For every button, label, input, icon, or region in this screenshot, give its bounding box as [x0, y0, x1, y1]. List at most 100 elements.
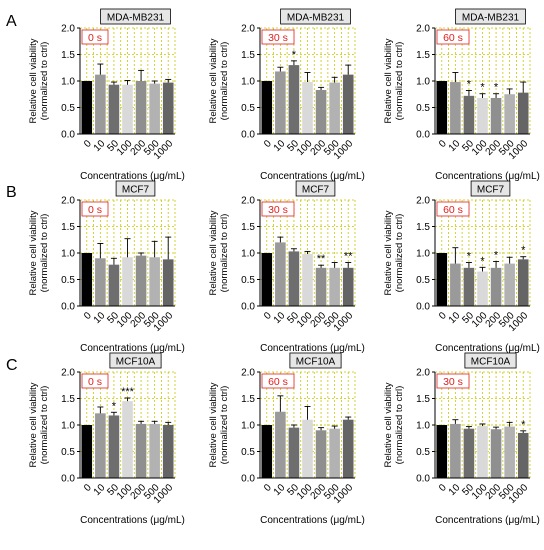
- y-tick-label: 2.0: [416, 24, 430, 35]
- bar-50: [288, 427, 300, 478]
- bar-200: [135, 255, 147, 306]
- y-tick-label: 1.0: [416, 77, 430, 88]
- significance-label: *: [467, 79, 472, 91]
- bar-500: [329, 428, 340, 478]
- bar-10: [275, 242, 286, 306]
- bar-200: [315, 430, 327, 478]
- time-label-box: [81, 29, 109, 45]
- chart-title-box: [100, 8, 171, 25]
- y-axis-title-line2: (normalized to ctrl): [219, 42, 230, 121]
- time-label-box: [261, 201, 295, 217]
- x-axis-title: Concentrations (μg/mL): [80, 515, 185, 526]
- x-axis-title: Concentrations (μg/mL): [435, 343, 540, 354]
- bar-1000: [517, 259, 529, 306]
- bar-50: [463, 428, 475, 478]
- time-label: 30 s: [443, 376, 463, 388]
- y-tick-label: 1.0: [416, 421, 430, 432]
- bar-50: [288, 251, 300, 306]
- chart-title: MDA-MB231: [462, 13, 520, 24]
- bar-500: [504, 426, 515, 478]
- y-axis-title-line2: (normalized to ctrl): [39, 42, 50, 121]
- chart-title: MCF7: [302, 185, 330, 196]
- x-axis-title: Concentrations (μg/mL): [435, 171, 540, 182]
- x-tick-label: 0: [437, 310, 449, 322]
- time-label-box: [261, 373, 295, 389]
- y-tick-label: 1.5: [61, 50, 75, 61]
- significance-label: **: [317, 253, 326, 265]
- chart-title-box: [289, 352, 342, 369]
- time-label-box: [436, 201, 470, 217]
- time-label: 30 s: [268, 204, 288, 216]
- y-axis-title-line1: Relative cell viability: [383, 210, 394, 295]
- bar-10: [95, 413, 106, 478]
- time-label: 0 s: [88, 32, 102, 44]
- bar-0: [81, 81, 93, 134]
- significance-label: *: [480, 255, 485, 267]
- y-tick-label: 0.0: [241, 130, 255, 141]
- bar-1000: [342, 267, 354, 306]
- y-tick-label: 0.5: [416, 447, 430, 458]
- bar-1000: [162, 82, 174, 134]
- time-label: 30 s: [268, 32, 288, 44]
- panel-letter-b: B: [6, 184, 17, 201]
- bar-100: [477, 426, 488, 478]
- bar-200: [490, 267, 502, 306]
- x-tick-label: 0: [82, 310, 94, 322]
- y-axis-title-line2: (normalized to ctrl): [39, 214, 50, 293]
- bar-100: [477, 271, 488, 306]
- y-tick-label: 1.0: [241, 421, 255, 432]
- chart-panel-1: 0.00.51.01.52.0010501002005001000Concent…: [28, 8, 185, 182]
- chart-title-box: [470, 180, 511, 197]
- significance-label: **: [344, 251, 353, 263]
- charts-group: 0.00.51.01.52.0010501002005001000Concent…: [28, 8, 540, 526]
- y-tick-label: 1.0: [61, 249, 75, 260]
- y-axis-title-line1: Relative cell viability: [208, 38, 219, 123]
- y-tick-label: 0.0: [416, 474, 430, 485]
- y-tick-label: 1.5: [416, 222, 430, 233]
- x-axis-title: Concentrations (μg/mL): [435, 515, 540, 526]
- y-axis-title-line2: (normalized to ctrl): [39, 386, 50, 465]
- bar-200: [135, 81, 147, 134]
- bar-500: [504, 263, 515, 306]
- time-label-box: [436, 373, 470, 389]
- bar-1000: [162, 259, 174, 306]
- bar-100: [477, 97, 488, 134]
- bar-1000: [342, 74, 354, 134]
- x-tick-label: 0: [262, 482, 274, 494]
- y-tick-label: 0.0: [241, 302, 255, 313]
- chart-panel-2: *0.00.51.01.52.0010501002005001000Concen…: [208, 8, 365, 182]
- y-tick-label: 0.5: [416, 275, 430, 286]
- y-axis-title-line2: (normalized to ctrl): [219, 214, 230, 293]
- bar-50: [108, 264, 120, 306]
- y-tick-label: 1.0: [416, 249, 430, 260]
- bar-0: [436, 253, 448, 306]
- chart-title-box: [109, 352, 162, 369]
- y-tick-label: 1.5: [61, 394, 75, 405]
- y-tick-label: 0.0: [416, 302, 430, 313]
- chart-title: MDA-MB231: [287, 13, 345, 24]
- y-tick-label: 1.0: [241, 249, 255, 260]
- significance-label: *: [112, 400, 117, 412]
- time-label: 0 s: [88, 376, 102, 388]
- x-axis-title: Concentrations (μg/mL): [80, 171, 185, 182]
- y-tick-label: 0.5: [61, 103, 75, 114]
- chart-title: MCF10A: [471, 357, 511, 368]
- bar-0: [261, 81, 273, 134]
- chart-panel-9: *0.00.51.01.52.0010501002005001000Concen…: [383, 352, 540, 526]
- y-tick-label: 1.5: [416, 50, 430, 61]
- bar-50: [108, 415, 120, 478]
- chart-title: MCF10A: [296, 357, 336, 368]
- x-tick-label: 0: [82, 482, 94, 494]
- y-tick-label: 2.0: [241, 196, 255, 207]
- chart-title: MDA-MB231: [107, 13, 165, 24]
- y-tick-label: 1.5: [241, 222, 255, 233]
- bar-0: [261, 253, 273, 306]
- bar-10: [275, 71, 286, 134]
- bar-50: [288, 65, 300, 134]
- bar-500: [149, 257, 160, 306]
- bar-500: [329, 267, 340, 306]
- y-tick-label: 0.0: [61, 130, 75, 141]
- panel-letter-c: C: [6, 357, 18, 374]
- y-tick-label: 1.0: [61, 77, 75, 88]
